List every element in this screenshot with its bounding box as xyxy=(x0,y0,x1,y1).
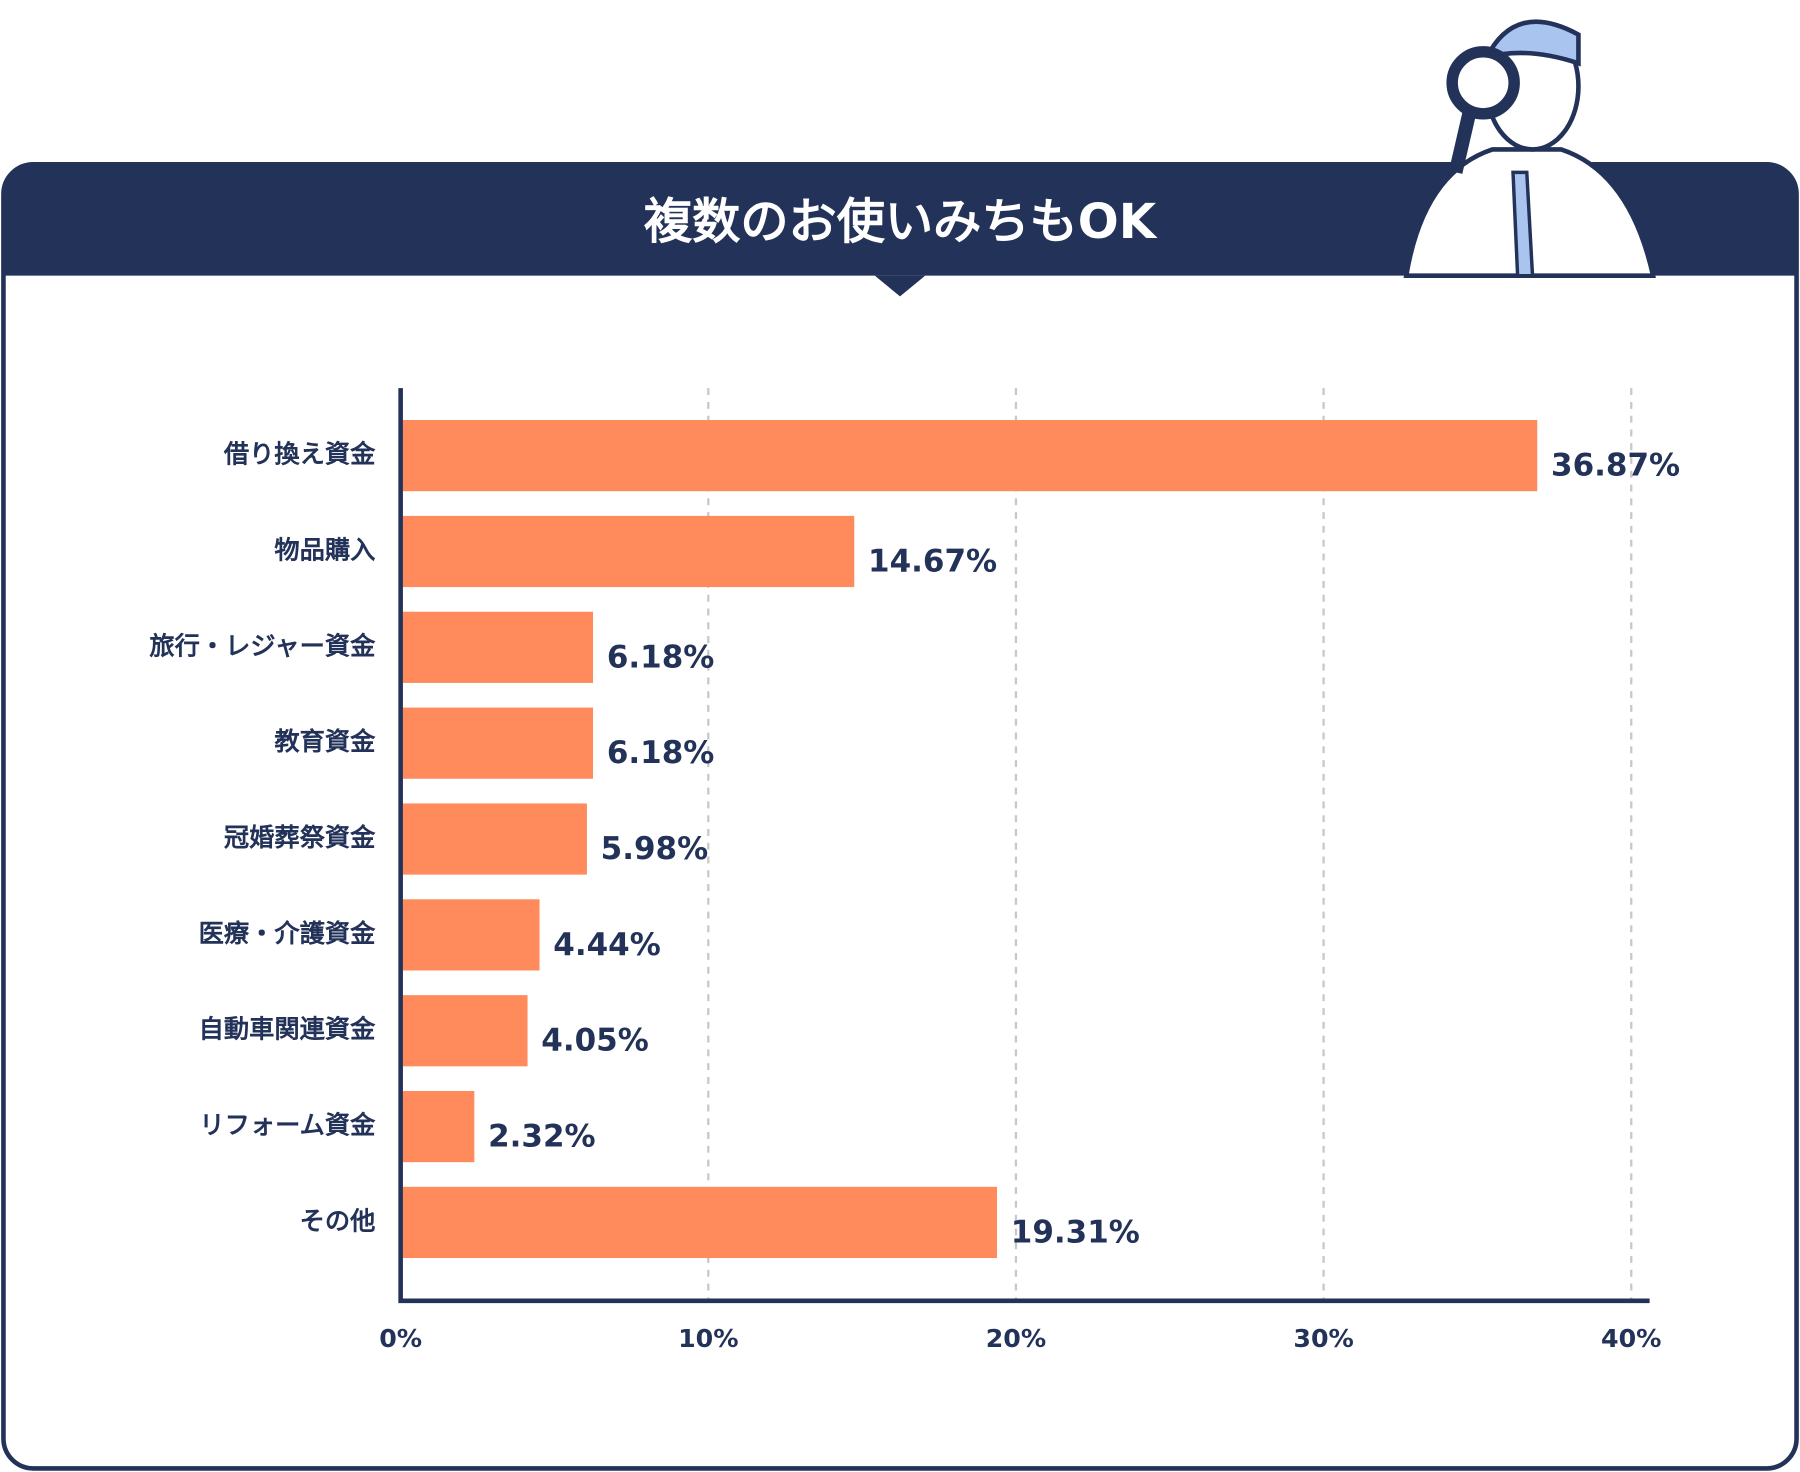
decoration xyxy=(1403,19,1656,278)
value-label: 6.18% xyxy=(607,639,714,675)
title-bar xyxy=(3,164,1797,276)
category-label: 借り換え資金 xyxy=(223,440,376,469)
x-tick-label: 40% xyxy=(1601,1324,1661,1353)
bar xyxy=(402,515,855,588)
bar xyxy=(402,1186,998,1259)
bar xyxy=(402,1091,475,1163)
x-tick-label: 20% xyxy=(986,1324,1046,1353)
x-tick-label: 0% xyxy=(379,1324,422,1353)
value-label: 2.32% xyxy=(488,1119,595,1155)
category-label: 旅行・レジャー資金 xyxy=(149,631,376,660)
panel xyxy=(1,162,1799,1471)
category-label: 医療・介護資金 xyxy=(199,919,376,948)
bar xyxy=(402,995,528,1067)
bar xyxy=(402,899,540,971)
value-label: 14.67% xyxy=(868,543,997,579)
bar xyxy=(402,420,1538,492)
category-label: 物品購入 xyxy=(274,535,375,564)
bar xyxy=(402,611,594,683)
category-label: リフォーム資金 xyxy=(199,1111,376,1140)
x-tick-label: 10% xyxy=(678,1324,738,1353)
category-label: 自動車関連資金 xyxy=(199,1015,376,1044)
value-label: 4.44% xyxy=(553,927,661,963)
category-label: 冠婚葬祭資金 xyxy=(224,823,376,852)
title-pointer xyxy=(874,275,926,297)
bar xyxy=(402,707,594,779)
value-label: 5.98% xyxy=(601,831,709,867)
category-label: その他 xyxy=(300,1206,376,1235)
value-label: 36.87% xyxy=(1551,448,1680,484)
value-label: 4.05% xyxy=(541,1023,648,1059)
value-label: 19.31% xyxy=(1011,1214,1140,1250)
category-label: 教育資金 xyxy=(274,727,376,756)
axis-line xyxy=(398,388,1650,1304)
bar xyxy=(402,803,587,875)
value-label: 6.18% xyxy=(607,735,714,771)
x-tick-label: 30% xyxy=(1293,1324,1353,1353)
chart-title: 複数のお使いみちもOK xyxy=(644,194,1158,250)
